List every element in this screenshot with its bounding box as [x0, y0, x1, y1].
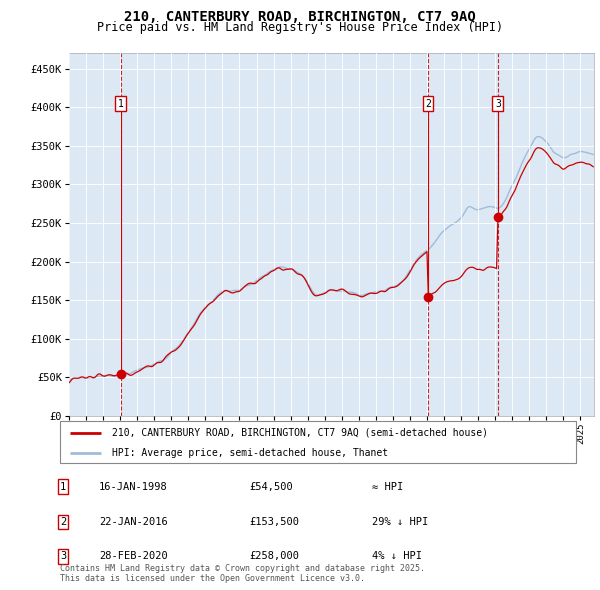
- FancyBboxPatch shape: [60, 421, 576, 463]
- Text: 29% ↓ HPI: 29% ↓ HPI: [372, 517, 428, 527]
- Text: £258,000: £258,000: [249, 552, 299, 561]
- Text: 22-JAN-2016: 22-JAN-2016: [99, 517, 168, 527]
- Text: 3: 3: [60, 552, 66, 561]
- Text: 210, CANTERBURY ROAD, BIRCHINGTON, CT7 9AQ (semi-detached house): 210, CANTERBURY ROAD, BIRCHINGTON, CT7 9…: [112, 428, 488, 438]
- Text: HPI: Average price, semi-detached house, Thanet: HPI: Average price, semi-detached house,…: [112, 448, 388, 457]
- Text: 4% ↓ HPI: 4% ↓ HPI: [372, 552, 422, 561]
- Text: 2: 2: [425, 99, 431, 109]
- Text: 28-FEB-2020: 28-FEB-2020: [99, 552, 168, 561]
- Text: 16-JAN-1998: 16-JAN-1998: [99, 482, 168, 491]
- Text: 1: 1: [118, 99, 124, 109]
- Text: 3: 3: [495, 99, 501, 109]
- Text: £54,500: £54,500: [249, 482, 293, 491]
- Text: Price paid vs. HM Land Registry's House Price Index (HPI): Price paid vs. HM Land Registry's House …: [97, 21, 503, 34]
- Text: £153,500: £153,500: [249, 517, 299, 527]
- Text: 210, CANTERBURY ROAD, BIRCHINGTON, CT7 9AQ: 210, CANTERBURY ROAD, BIRCHINGTON, CT7 9…: [124, 9, 476, 24]
- Text: 2: 2: [60, 517, 66, 527]
- Text: 1: 1: [60, 482, 66, 491]
- Text: ≈ HPI: ≈ HPI: [372, 482, 403, 491]
- Text: Contains HM Land Registry data © Crown copyright and database right 2025.
This d: Contains HM Land Registry data © Crown c…: [60, 563, 425, 583]
